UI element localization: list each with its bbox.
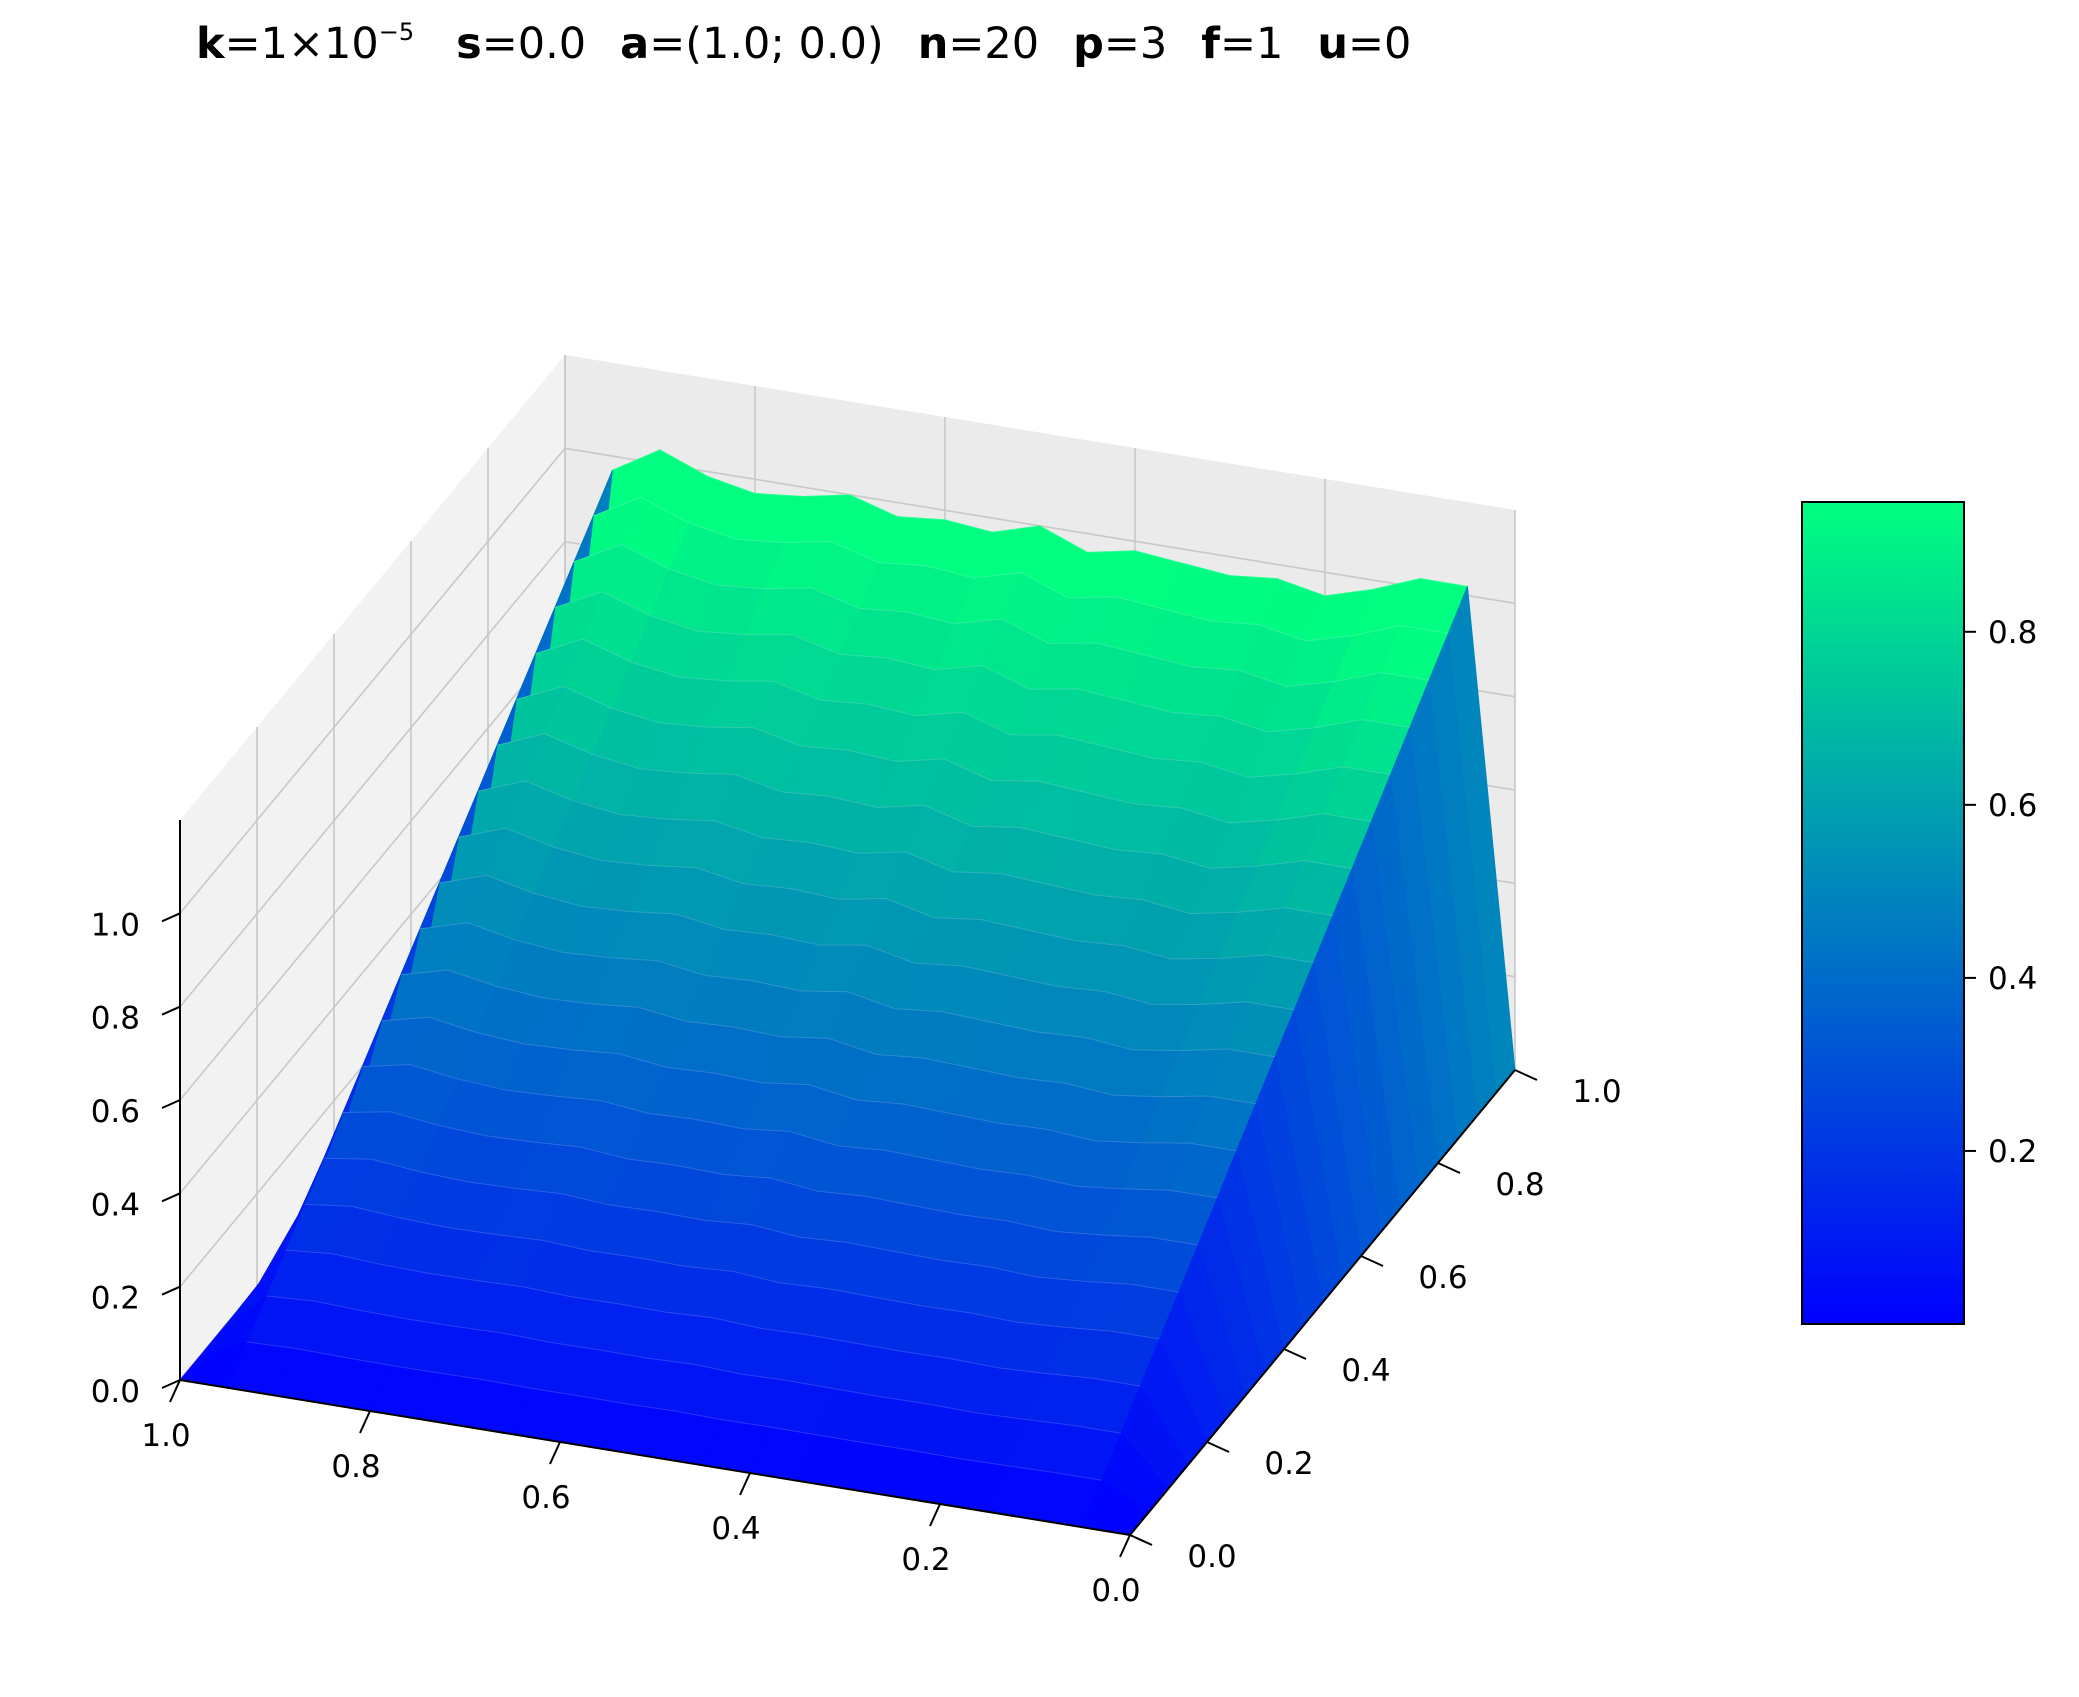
- title-param-f-value: =1: [1219, 19, 1284, 69]
- z-tick-label: 0.2: [91, 1281, 140, 1317]
- y-tick-label: 0.6: [1418, 1260, 1467, 1296]
- surface-mesh-line: [265, 1295, 1122, 1434]
- surface-mesh-line: [516, 685, 1372, 824]
- y-tick: [1360, 1255, 1384, 1267]
- surface-mesh-line: [593, 496, 1449, 642]
- surface-mesh-line: [477, 780, 1333, 917]
- title-param-p-name: p: [1073, 19, 1104, 69]
- title-param-p-value: =3: [1103, 19, 1168, 69]
- x-tick-label: 0.4: [711, 1511, 760, 1547]
- gridline-z: [179, 447, 566, 914]
- surface-mesh-line: [285, 1249, 1141, 1387]
- title-param-n-name: n: [917, 19, 949, 69]
- x-tick: [1119, 1534, 1131, 1558]
- title-param-s-name: s: [456, 19, 482, 69]
- title-param-k-value: =1×10: [224, 19, 379, 69]
- colorbar-gradient: [1801, 501, 1965, 1325]
- y-tick: [1206, 1441, 1230, 1453]
- title-param-n-value: =20: [948, 19, 1040, 69]
- y-tick-label: 0.4: [1341, 1353, 1390, 1389]
- surface-mesh-line: [362, 1063, 1218, 1199]
- surface-mesh-line: [323, 1157, 1179, 1293]
- z-tick-label: 0.4: [91, 1187, 140, 1223]
- y-tick: [1283, 1348, 1307, 1360]
- z-tick-label: 0.6: [91, 1094, 140, 1130]
- x-tick: [929, 1503, 941, 1527]
- z-tick: [161, 1379, 181, 1389]
- x-tick-label: 1.0: [141, 1418, 190, 1454]
- title-param-f-name: f: [1201, 19, 1220, 69]
- x-tick-label: 0.6: [521, 1480, 570, 1516]
- title-param-a-value: =(1.0; 0.0): [649, 19, 884, 69]
- y-tick-label: 0.2: [1264, 1446, 1313, 1482]
- title-param-u-name: u: [1317, 19, 1348, 69]
- y-tick: [1129, 1534, 1153, 1546]
- colorbar: 0.2 0.4 0.6 0.8: [1801, 501, 2037, 1325]
- x-tick: [549, 1441, 561, 1465]
- gridline-z: [179, 541, 566, 1008]
- title-param-k-exponent: −5: [378, 18, 415, 46]
- surface: [179, 449, 1516, 1536]
- title-param-s-value: =0.0: [481, 19, 587, 69]
- surface-mesh-line: [419, 922, 1276, 1058]
- x-axis-line: [179, 1379, 1131, 1536]
- x-tick: [359, 1410, 371, 1434]
- y-tick-label: 0.8: [1495, 1167, 1544, 1203]
- colorbar-tick-label: 0.8: [1988, 615, 2037, 651]
- title-param-k-name: k: [196, 19, 225, 69]
- surface-mesh-line: [304, 1203, 1160, 1340]
- y-tick: [1437, 1162, 1461, 1174]
- z-tick-label: 0.8: [91, 1001, 140, 1037]
- surface-mesh-line: [573, 543, 1430, 688]
- surface-mesh-line: [554, 591, 1410, 733]
- surface-mesh-line: [439, 874, 1295, 1011]
- y-tick-label: 1.0: [1572, 1074, 1621, 1110]
- surface-mesh-line: [535, 638, 1391, 778]
- surface-mesh-line: [342, 1111, 1199, 1246]
- colorbar-tick-label: 0.6: [1988, 788, 2037, 824]
- z-tick-label: 0.0: [91, 1374, 140, 1410]
- surface-mesh-line: [612, 449, 1468, 597]
- z-tick: [161, 1285, 181, 1296]
- z-tick: [161, 1099, 181, 1109]
- axis-ticks: 1.00.80.60.40.20.00.00.20.40.60.81.00.00…: [91, 907, 1622, 1609]
- x-tick-label: 0.2: [901, 1542, 950, 1578]
- x-tick: [739, 1472, 751, 1496]
- y-tick: [1514, 1069, 1538, 1081]
- x-tick-label: 0.8: [331, 1449, 380, 1485]
- z-tick: [161, 1192, 181, 1203]
- colorbar-tick-label: 0.2: [1988, 1134, 2037, 1170]
- title-param-a-name: a: [620, 19, 650, 69]
- x-tick: [169, 1379, 181, 1403]
- x-tick-label: 0.0: [1091, 1573, 1140, 1609]
- surface-mesh-line: [496, 732, 1353, 869]
- surface-mesh-line: [458, 827, 1314, 964]
- colorbar-tick-label: 0.4: [1988, 961, 2037, 997]
- z-tick: [161, 1005, 181, 1016]
- chart-title: k=1×10−5 s=0.0 a=(1.0; 0.0) n=20 p=3 f=1 u=0: [196, 18, 1445, 88]
- y-tick-label: 0.0: [1187, 1539, 1236, 1575]
- surface-mesh-line: [381, 1016, 1237, 1152]
- y-axis-line: [1129, 1069, 1516, 1536]
- z-tick: [161, 912, 181, 923]
- surface-mesh-line: [400, 969, 1256, 1105]
- title-param-u-value: =0: [1348, 19, 1412, 69]
- surface-mesh-line: [246, 1341, 1102, 1481]
- z-tick-label: 1.0: [91, 907, 140, 943]
- gridline-z: [179, 634, 566, 1101]
